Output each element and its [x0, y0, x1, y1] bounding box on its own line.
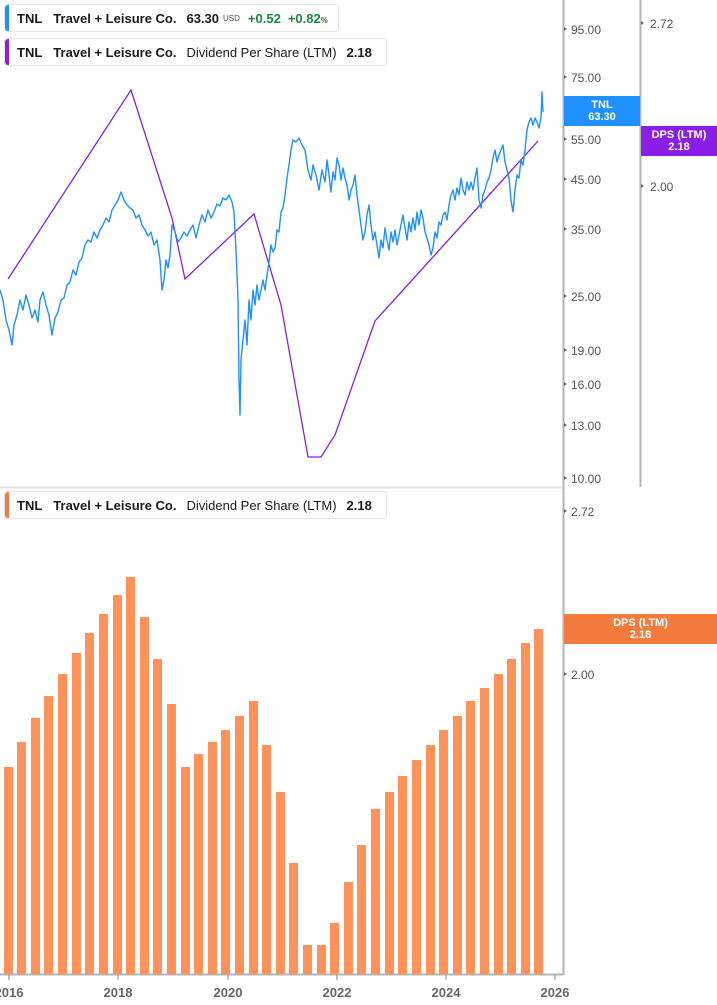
price-last-value-tag: TNL 63.30: [564, 96, 640, 126]
x-axis-ticks: 2016 2018 2020 2022 2024 2026: [0, 975, 569, 1000]
price-tag-label: TNL: [591, 99, 613, 111]
svg-text:2020: 2020: [214, 985, 243, 1000]
dps-bottom-legend-company: Travel + Leisure Co.: [53, 497, 177, 513]
dps-tag-label: DPS (LTM): [651, 129, 707, 141]
dps-line: [7, 88, 539, 458]
svg-text:2026: 2026: [541, 985, 570, 1000]
dps-tag-value-bottom: 2.18: [629, 629, 652, 641]
dps-tag-value: 2.18: [668, 141, 690, 153]
svg-text:2.00: 2.00: [571, 668, 595, 682]
svg-text:2022: 2022: [323, 985, 352, 1000]
svg-text:35.00: 35.00: [571, 223, 601, 237]
dps-legend-metric: Dividend Per Share (LTM): [186, 44, 337, 60]
svg-text:25.00: 25.00: [571, 290, 601, 304]
svg-text:2016: 2016: [0, 985, 23, 1000]
dps-tag-label-bottom: DPS (LTM): [613, 617, 668, 629]
svg-text:2.72: 2.72: [650, 17, 674, 31]
price-tag-value: 63.30: [588, 111, 616, 123]
dps-last-value-tag-top: DPS (LTM) 2.18: [641, 126, 717, 156]
dps-last-value-tag-bottom: DPS (LTM) 2.18: [564, 614, 717, 644]
dps-bottom-legend-value: 2.18: [346, 497, 372, 513]
svg-text:75.00: 75.00: [571, 71, 601, 85]
dps-legend-bottom[interactable]: TNL Travel + Leisure Co. Dividend Per Sh…: [4, 491, 387, 519]
svg-text:95.00: 95.00: [571, 23, 601, 37]
dps-legend-value: 2.18: [346, 44, 372, 60]
price-line: [0, 91, 544, 416]
svg-text:2.72: 2.72: [571, 505, 595, 519]
dps-bars: [4, 577, 543, 974]
dps-bottom-legend-accent: [5, 492, 9, 518]
dps-bottom-legend-symbol: TNL: [17, 497, 43, 513]
price-legend-company: Travel + Leisure Co.: [53, 10, 177, 26]
dps-axis-ticks-top: 2.72 2.00: [641, 17, 674, 194]
price-legend-currency: USD: [223, 13, 240, 23]
dps-legend-company: Travel + Leisure Co.: [53, 44, 177, 60]
price-axis-ticks: 95.00 75.00 55.00 45.00 35.00 25.00 19.0…: [564, 23, 601, 486]
svg-text:55.00: 55.00: [571, 133, 601, 147]
price-legend-accent: [5, 5, 9, 31]
dps-legend-accent: [5, 39, 9, 65]
price-legend-symbol: TNL: [17, 10, 43, 26]
dps-legend-top[interactable]: TNL Travel + Leisure Co. Dividend Per Sh…: [4, 38, 387, 66]
dps-bottom-legend-metric: Dividend Per Share (LTM): [186, 497, 337, 513]
dps-axis-ticks-bottom: 2.72 2.00: [564, 505, 595, 682]
price-legend[interactable]: TNL Travel + Leisure Co. 63.30 USD +0.52…: [4, 4, 339, 32]
svg-text:2024: 2024: [432, 985, 462, 1000]
svg-text:45.00: 45.00: [571, 173, 601, 187]
svg-text:2018: 2018: [104, 985, 133, 1000]
price-legend-price: 63.30: [186, 10, 220, 26]
price-legend-change-pct: +0.82%: [287, 10, 328, 26]
svg-text:10.00: 10.00: [571, 472, 601, 486]
svg-text:19.00: 19.00: [571, 344, 601, 358]
price-legend-change: +0.52: [247, 10, 281, 26]
dps-legend-symbol: TNL: [17, 44, 43, 60]
svg-text:16.00: 16.00: [571, 378, 601, 392]
svg-text:2.00: 2.00: [650, 180, 674, 194]
svg-text:13.00: 13.00: [571, 419, 601, 433]
